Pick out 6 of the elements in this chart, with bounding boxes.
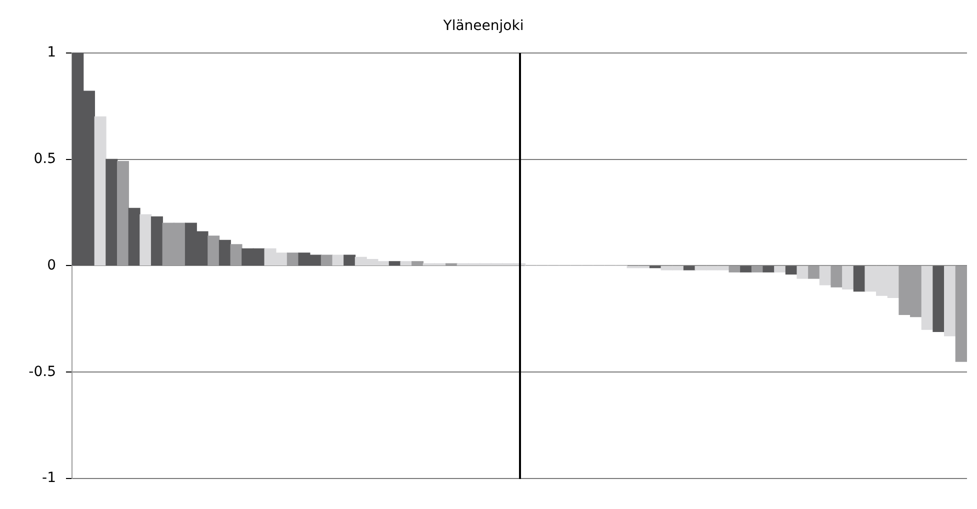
y-tick-label: -1: [42, 470, 56, 486]
y-tick-label: -0.5: [28, 364, 56, 380]
y-tick-label: 1: [47, 44, 56, 60]
y-tick-label: 0.5: [34, 150, 56, 167]
y-tick-label: 0: [47, 257, 56, 274]
chart-title: Yläneenjoki: [442, 18, 524, 34]
